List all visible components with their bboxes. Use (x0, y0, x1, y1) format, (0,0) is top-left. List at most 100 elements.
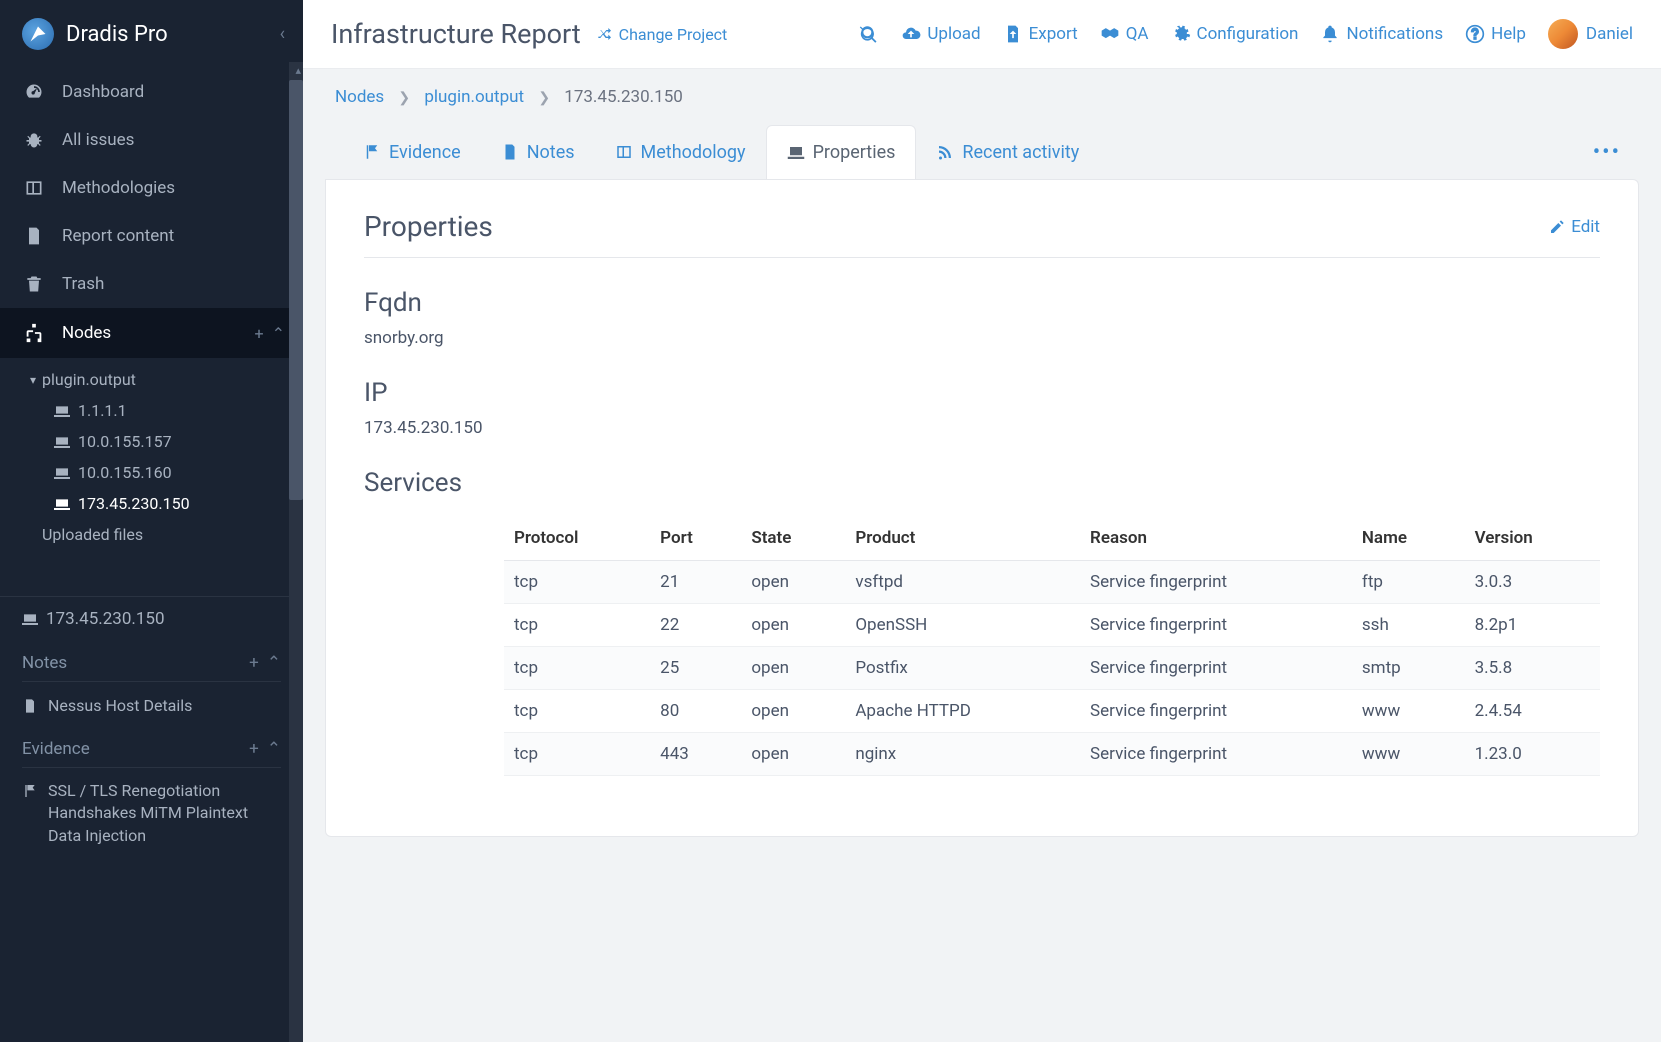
tab-evidence[interactable]: Evidence (343, 126, 481, 179)
tab-methodology[interactable]: Methodology (595, 126, 766, 179)
add-note-icon[interactable]: + (249, 653, 259, 673)
table-cell: Service fingerprint (1080, 690, 1352, 733)
table-cell: open (741, 690, 845, 733)
collapse-nodes-icon[interactable]: ⌃ (272, 324, 285, 343)
sidebar-item-report[interactable]: Report content (0, 212, 303, 260)
table-cell: www (1352, 690, 1465, 733)
tab-properties[interactable]: Properties (766, 125, 917, 179)
user-menu[interactable]: Daniel (1548, 19, 1633, 49)
notifications-label: Notifications (1346, 24, 1443, 44)
table-cell: 80 (650, 690, 741, 733)
table-cell: smtp (1352, 647, 1465, 690)
gear-icon (1171, 24, 1191, 44)
gauge-icon (22, 82, 46, 102)
tree-node-label: 10.0.155.160 (78, 463, 172, 482)
notes-label: Notes (22, 653, 67, 673)
table-cell: tcp (504, 733, 650, 776)
chevron-right-icon: ❯ (398, 90, 410, 106)
tree-node-active[interactable]: 173.45.230.150 (0, 488, 303, 519)
main-content: Infrastructure Report Change Project Upl… (303, 0, 1661, 1042)
sidebar-item-label: All issues (62, 130, 134, 150)
sidebar-item-label: Dashboard (62, 82, 144, 102)
top-actions: Upload Export QA Configuration Notificat… (859, 19, 1633, 49)
edit-button[interactable]: Edit (1549, 217, 1600, 237)
sidebar-item-dashboard[interactable]: Dashboard (0, 68, 303, 116)
tree-node-label: 1.1.1.1 (78, 401, 127, 420)
add-evidence-icon[interactable]: + (249, 739, 259, 759)
ip-value: 173.45.230.150 (364, 418, 1600, 438)
user-name: Daniel (1586, 24, 1633, 44)
nodes-label: Nodes (62, 323, 111, 343)
table-cell: 22 (650, 604, 741, 647)
col-state: State (741, 516, 845, 561)
tree-node[interactable]: 10.0.155.157 (0, 426, 303, 457)
sidebar-item-label: Report content (62, 226, 174, 246)
help-button[interactable]: ? Help (1465, 24, 1526, 44)
tree-node[interactable]: 10.0.155.160 (0, 457, 303, 488)
note-label: Nessus Host Details (48, 696, 192, 715)
add-node-icon[interactable]: + (255, 324, 264, 343)
configuration-button[interactable]: Configuration (1171, 24, 1299, 44)
collapse-sidebar-icon[interactable]: ‹ (280, 24, 285, 45)
export-button[interactable]: Export (1003, 24, 1078, 44)
breadcrumb-root[interactable]: Nodes (335, 87, 384, 107)
tree-folder-plugin-output[interactable]: ▾ plugin.output (0, 364, 303, 395)
cloud-upload-icon (901, 24, 921, 44)
notifications-button[interactable]: Notifications (1320, 24, 1443, 44)
sidebar-item-trash[interactable]: Trash (0, 260, 303, 308)
rss-icon (936, 143, 954, 161)
upload-label: Upload (927, 24, 980, 44)
table-cell: open (741, 733, 845, 776)
tree-uploaded-files[interactable]: Uploaded files (0, 519, 303, 550)
board-icon (615, 143, 633, 161)
context-node-label: 173.45.230.150 (46, 609, 165, 629)
evidence-label: Evidence (22, 739, 90, 759)
table-cell: Service fingerprint (1080, 733, 1352, 776)
sidebar-item-issues[interactable]: All issues (0, 116, 303, 164)
context-node[interactable]: 173.45.230.150 (22, 609, 281, 629)
document-icon (22, 226, 46, 246)
col-reason: Reason (1080, 516, 1352, 561)
file-icon (22, 697, 38, 715)
evidence-section-header: Evidence + ⌃ (22, 729, 281, 768)
help-icon: ? (1465, 24, 1485, 44)
tab-notes[interactable]: Notes (481, 126, 595, 179)
breadcrumb-current: 173.45.230.150 (564, 87, 683, 107)
sidebar-section-nodes[interactable]: Nodes + ⌃ (0, 308, 303, 358)
logo-icon (22, 18, 54, 50)
table-cell: 443 (650, 733, 741, 776)
table-cell: open (741, 561, 845, 604)
laptop-icon (54, 467, 70, 479)
fqdn-label: Fqdn (364, 288, 1600, 318)
laptop-icon (22, 613, 38, 625)
tree-node[interactable]: 1.1.1.1 (0, 395, 303, 426)
collapse-notes-icon[interactable]: ⌃ (267, 653, 281, 673)
evidence-item[interactable]: SSL / TLS Renegotiation Handshakes MiTM … (22, 768, 281, 859)
table-row: tcp80openApache HTTPDService fingerprint… (504, 690, 1600, 733)
qa-button[interactable]: QA (1100, 24, 1149, 44)
table-row: tcp25openPostfixService fingerprintsmtp3… (504, 647, 1600, 690)
svg-text:?: ? (1472, 27, 1478, 41)
services-label: Services (364, 468, 1600, 498)
tab-label: Recent activity (962, 142, 1079, 163)
export-icon (1003, 24, 1023, 44)
scrollbar-up-icon[interactable]: ▴ (295, 64, 301, 77)
col-protocol: Protocol (504, 516, 650, 561)
topbar: Infrastructure Report Change Project Upl… (303, 0, 1661, 69)
sidebar-scrollbar-thumb[interactable] (289, 80, 303, 500)
upload-button[interactable]: Upload (901, 24, 980, 44)
tab-recent-activity[interactable]: Recent activity (916, 126, 1099, 179)
sidebar-item-methodologies[interactable]: Methodologies (0, 164, 303, 212)
note-item[interactable]: Nessus Host Details (22, 682, 281, 729)
search-button[interactable] (859, 24, 879, 44)
collapse-evidence-icon[interactable]: ⌃ (267, 739, 281, 759)
table-row: tcp443opennginxService fingerprintwww1.2… (504, 733, 1600, 776)
breadcrumb-parent[interactable]: plugin.output (424, 87, 524, 107)
tab-label: Evidence (389, 142, 461, 163)
laptop-icon (787, 144, 805, 162)
change-project-link[interactable]: Change Project (597, 25, 728, 44)
chevron-right-icon: ❯ (538, 90, 550, 106)
tab-overflow-menu[interactable]: ••• (1593, 140, 1621, 165)
table-cell: tcp (504, 561, 650, 604)
table-header-row: Protocol Port State Product Reason Name … (504, 516, 1600, 561)
